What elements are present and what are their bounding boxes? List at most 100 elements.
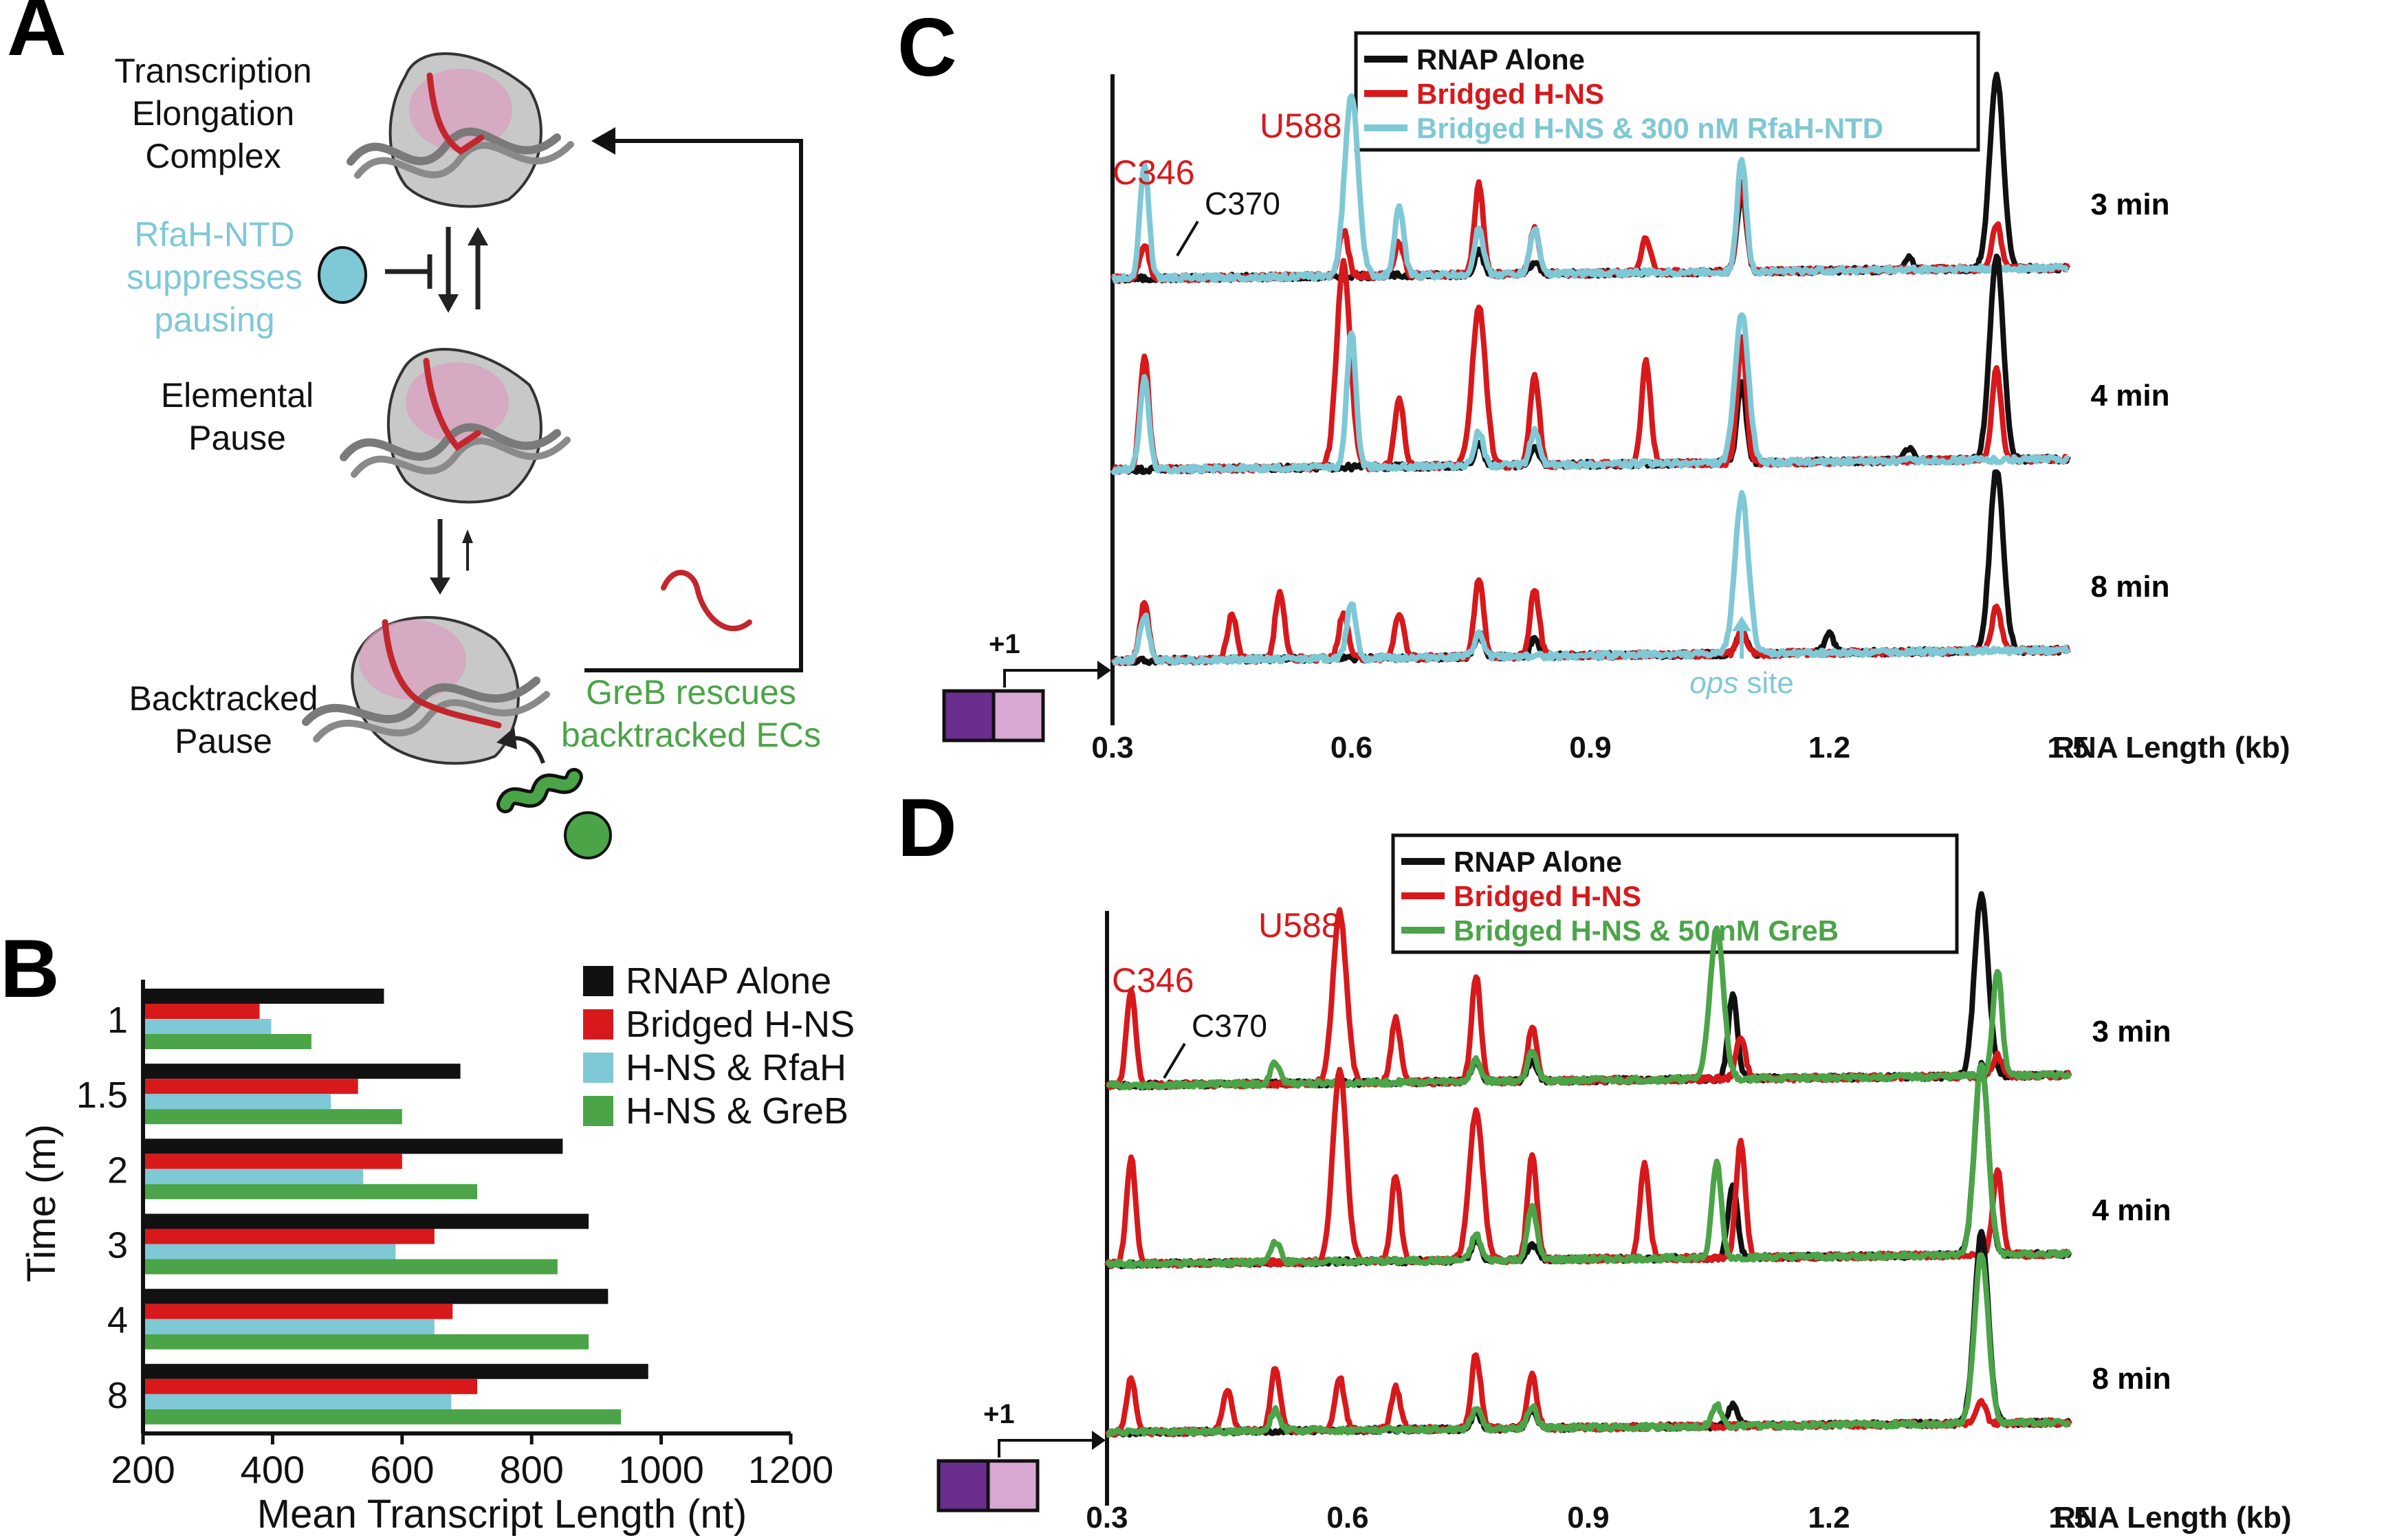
promoter-box-light bbox=[992, 689, 1045, 742]
trace-x-tick-label: 0.9 bbox=[1567, 1501, 1609, 1534]
bar-h-ns-greb-3 bbox=[143, 1259, 558, 1275]
trace-time-label: 8 min bbox=[2092, 1362, 2171, 1396]
trace-legend-label: RNAP Alone bbox=[1454, 846, 1622, 878]
bar-chart-y-label: Time (m) bbox=[19, 1124, 64, 1282]
rnap-tec-illustration bbox=[347, 52, 574, 208]
bar-chart: 1 1.5 2 3 4 8 200 400 600 800 1000 1200 bbox=[76, 980, 833, 1491]
trace-x-tick-label: 0.3 bbox=[1091, 731, 1133, 764]
bar-rnap-alone-3 bbox=[143, 1213, 589, 1229]
bar-rnap-alone-1-5 bbox=[143, 1064, 461, 1079]
backtracked-label-line-2: Pause bbox=[175, 722, 272, 760]
bar-chart-x-label: Mean Transcript Length (nt) bbox=[257, 1492, 747, 1537]
trace-black-4-min bbox=[1104, 1059, 2072, 1270]
trace-legend-box bbox=[1354, 31, 1980, 152]
rnap-elemental-illustration bbox=[340, 347, 571, 504]
plus-one-arrowhead bbox=[1092, 1431, 1106, 1450]
bar-bridged-h-ns-8 bbox=[143, 1378, 478, 1394]
bar-rnap-alone-4 bbox=[143, 1288, 609, 1304]
rfah-ntd-icon bbox=[318, 246, 367, 304]
annotation-u588: U588 bbox=[1258, 906, 1341, 945]
bar-h-ns-greb-2 bbox=[143, 1184, 478, 1200]
panel-b-letter: B bbox=[0, 923, 60, 1015]
plus-one-label: +1 bbox=[989, 629, 1020, 659]
trace-blue-3-min bbox=[1111, 93, 2070, 285]
trace-legend-label: Bridged H-NS & 50 nM GreB bbox=[1454, 914, 1839, 947]
bar-h-ns-greb-4 bbox=[143, 1334, 589, 1350]
trace-blue-4-min bbox=[1110, 312, 2070, 476]
annotation-c346: C346 bbox=[1113, 153, 1195, 192]
trace-x-axis-label: RNA Length (kb) bbox=[2054, 1501, 2291, 1534]
ops-site-label: ops site bbox=[1689, 666, 1794, 700]
bar-y-tick-label: 4 bbox=[107, 1300, 128, 1341]
trace-x-tick-label: 1.2 bbox=[1808, 1501, 1850, 1534]
equilibrium-arrows-2 bbox=[430, 519, 473, 595]
bar-x-tick-label: 400 bbox=[241, 1448, 305, 1491]
trace-legend-label: Bridged H-NS & 300 nM RfaH-NTD bbox=[1416, 112, 1883, 144]
trace-time-label: 8 min bbox=[2091, 570, 2170, 604]
trace-x-tick-label: 0.6 bbox=[1330, 731, 1372, 764]
trace-green-4-min bbox=[1104, 1062, 2072, 1270]
bar-legend-label: RNAP Alone bbox=[626, 960, 831, 1002]
trace-x-tick-label: 0.6 bbox=[1326, 1501, 1368, 1534]
trace-time-label: 3 min bbox=[2092, 1015, 2171, 1048]
bar-h-ns-rfah-1-5 bbox=[143, 1094, 331, 1110]
trace-red-4-min bbox=[1111, 258, 2070, 475]
bar-x-tick-label: 800 bbox=[499, 1448, 563, 1491]
promoter-box-dark bbox=[942, 689, 996, 742]
bar-legend-label: Bridged H-NS bbox=[626, 1004, 855, 1045]
rnap-pink-domain bbox=[409, 69, 512, 151]
bar-y-tick-label: 2 bbox=[107, 1150, 128, 1191]
bar-h-ns-greb-1 bbox=[143, 1034, 311, 1049]
backtracked-label-line-1: Backtracked bbox=[129, 679, 318, 718]
plus-one-label: +1 bbox=[983, 1399, 1015, 1429]
trace-red-4-min bbox=[1104, 1066, 2071, 1269]
bar-rnap-alone-2 bbox=[143, 1138, 563, 1154]
trace-x-axis-label: RNA Length (kb) bbox=[2052, 731, 2290, 764]
greb-label-line-1: GreB rescues bbox=[586, 673, 796, 712]
bar-rnap-alone-8 bbox=[143, 1363, 648, 1379]
trace-legend-label: RNAP Alone bbox=[1416, 43, 1585, 76]
bar-h-ns-greb-8 bbox=[143, 1409, 622, 1424]
bar-rnap-alone-1 bbox=[143, 989, 384, 1004]
annotation-c370: C370 bbox=[1192, 1008, 1267, 1044]
bar-x-tick-label: 200 bbox=[111, 1448, 175, 1491]
annotation-c370-pointer bbox=[1176, 220, 1199, 257]
trace-green-3-min bbox=[1106, 925, 2072, 1090]
tec-label-line-3: Complex bbox=[145, 137, 281, 175]
greb-label-line-2: backtracked ECs bbox=[561, 716, 821, 754]
bar-h-ns-rfah-4 bbox=[143, 1319, 435, 1334]
bar-bridged-h-ns-3 bbox=[143, 1229, 435, 1244]
bar-h-ns-rfah-3 bbox=[143, 1244, 396, 1260]
bar-bridged-h-ns-1 bbox=[143, 1004, 260, 1019]
annotation-u588: U588 bbox=[1260, 107, 1342, 145]
tec-label-line-1: Transcription bbox=[114, 52, 311, 90]
greb-protein-icon bbox=[496, 727, 612, 859]
bar-bridged-h-ns-1-5 bbox=[143, 1079, 358, 1094]
trace-x-tick-label: 0.3 bbox=[1086, 1501, 1128, 1534]
annotation-c370-pointer bbox=[1163, 1042, 1186, 1079]
bar-h-ns-rfah-1 bbox=[143, 1019, 272, 1034]
panel-c-letter: C bbox=[897, 1, 957, 94]
trace-black-8-min bbox=[1111, 469, 2071, 666]
ops-site-arrowhead bbox=[1732, 616, 1752, 631]
trace-time-label: 3 min bbox=[2091, 188, 2170, 221]
trace-green-8-min bbox=[1106, 1252, 2072, 1438]
rna-strand bbox=[426, 72, 485, 155]
trace-x-tick-label: 1.5 bbox=[2047, 731, 2089, 764]
released-rna-icon bbox=[661, 569, 752, 632]
trace-blue-8-min bbox=[1111, 490, 2071, 666]
plus-one-arrowhead bbox=[1097, 661, 1111, 680]
bar-legend-swatch bbox=[583, 1053, 613, 1083]
bar-y-tick-label: 1.5 bbox=[76, 1075, 128, 1116]
trace-legend-label: Bridged H-NS bbox=[1454, 880, 1641, 912]
bar-legend-swatch bbox=[583, 966, 613, 996]
annotation-c346: C346 bbox=[1112, 961, 1194, 1000]
trace-time-label: 4 min bbox=[2092, 1194, 2171, 1227]
bar-h-ns-greb-1-5 bbox=[143, 1109, 402, 1125]
panel-a-letter: A bbox=[7, 0, 67, 73]
promoter-box-light bbox=[986, 1459, 1040, 1512]
bar-legend-label: H-NS & GreB bbox=[626, 1090, 848, 1132]
annotation-c370: C370 bbox=[1205, 186, 1280, 221]
plus-one-arrow bbox=[1003, 669, 1099, 688]
